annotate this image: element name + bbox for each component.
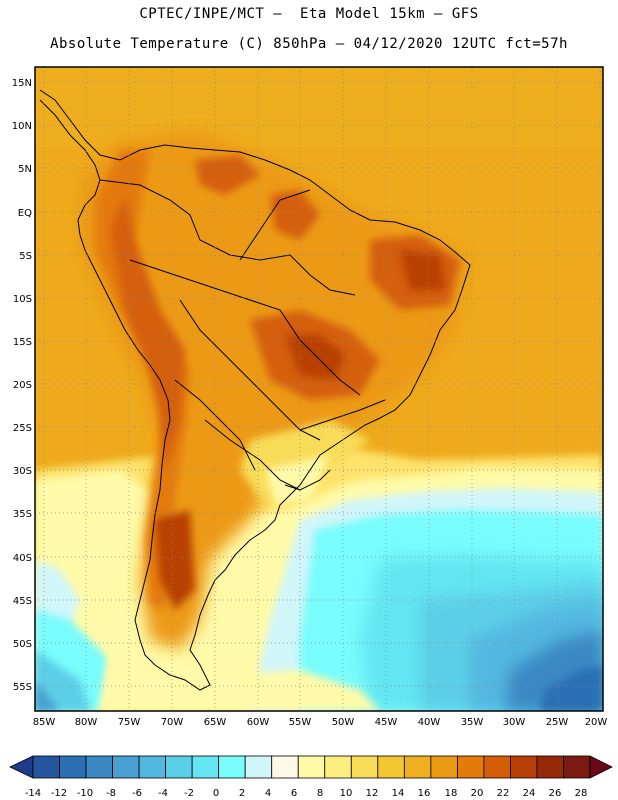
colorbar-label: 6 [291, 788, 297, 799]
lat-label: 10S [13, 294, 32, 305]
latitude-labels: 15N 10N 5N EQ 5S 10S 15S 20S 25S 30S 35S… [12, 78, 32, 693]
lat-label: 5S [19, 251, 32, 262]
colorbar-labels: -14 -12 -10 -8 -6 -4 -2 0 2 4 6 8 10 12 … [25, 788, 588, 799]
map-title-line1: CPTEC/INPE/MCT – Eta Model 15km – GFS [139, 6, 479, 22]
colorbar-cell [563, 755, 591, 779]
colorbar-cell [85, 755, 113, 779]
lat-label: 40S [13, 553, 32, 564]
colorbar-cell [324, 755, 352, 779]
lon-label: 60W [247, 717, 270, 728]
colorbar-cell [456, 755, 485, 779]
lat-label: 5N [18, 164, 32, 175]
lon-label: 30W [503, 717, 526, 728]
map-frame [34, 66, 604, 712]
colorbar-cell [536, 755, 564, 779]
colorbar-label: -8 [106, 788, 116, 799]
colorbar-cell [165, 755, 193, 779]
lat-label: 35S [13, 509, 32, 520]
colorbar-cell [244, 755, 273, 779]
colorbar-label: 4 [265, 788, 271, 799]
colorbar-arrow-low [9, 755, 34, 779]
colorbar-label: 16 [418, 788, 431, 799]
lon-label: 50W [332, 717, 355, 728]
colorbar-cell [32, 755, 60, 779]
lon-label: 70W [161, 717, 184, 728]
colorbar-cell [191, 755, 220, 779]
lon-label: 80W [75, 717, 98, 728]
colorbar-cell [483, 755, 511, 779]
colorbar-cell [218, 755, 246, 779]
lat-label: 45S [13, 596, 32, 607]
colorbar-label: 0 [213, 788, 219, 799]
lon-label: 35W [461, 717, 484, 728]
lat-label: 55S [13, 682, 32, 693]
colorbar-label: -14 [25, 788, 41, 799]
lat-label: EQ [18, 208, 32, 219]
lat-label: 15S [13, 337, 32, 348]
colorbar-cell [271, 755, 299, 779]
colorbar-label: -12 [51, 788, 67, 799]
colorbar-label: -6 [132, 788, 142, 799]
colorbar-label: 2 [239, 788, 245, 799]
lat-label: 30S [13, 466, 32, 477]
lon-label: 25W [546, 717, 569, 728]
colorbar-label: 8 [317, 788, 323, 799]
colorbar-cell [430, 755, 458, 779]
temperature-field [35, 67, 603, 711]
colorbar-label: -4 [158, 788, 168, 799]
lat-label: 10N [12, 121, 32, 132]
lat-label: 20S [13, 380, 32, 391]
colorbar-arrow-high [589, 755, 613, 779]
graticule [35, 67, 603, 711]
lon-label: 65W [204, 717, 227, 728]
lon-label: 55W [289, 717, 312, 728]
lon-label: 20W [585, 717, 608, 728]
longitude-labels: 85W 80W 75W 70W 65W 60W 55W 50W 45W 40W … [33, 717, 608, 728]
lat-label: 50S [13, 639, 32, 650]
colorbar-cell [510, 755, 538, 779]
map-title-line2: Absolute Temperature (C) 850hPa – 04/12/… [50, 36, 568, 52]
lon-label: 85W [33, 717, 56, 728]
lon-label: 75W [118, 717, 141, 728]
colorbar-cell [377, 755, 405, 779]
colorbar-cell [297, 755, 326, 779]
colorbar-cell [403, 755, 432, 779]
colorbar-label: 24 [523, 788, 536, 799]
colorbar-label: 18 [445, 788, 458, 799]
colorbar-label: 22 [497, 788, 510, 799]
lat-label: 25S [13, 423, 32, 434]
colorbar-cell [112, 755, 140, 779]
colorbar-label: -2 [184, 788, 194, 799]
colorbar-label: 10 [340, 788, 353, 799]
colorbar-label: 20 [471, 788, 484, 799]
colorbar-cell [138, 755, 167, 779]
lat-label: 15N [12, 78, 32, 89]
lon-label: 45W [375, 717, 398, 728]
colorbar-cell [350, 755, 379, 779]
coastlines [39, 89, 471, 691]
lon-label: 40W [418, 717, 441, 728]
colorbar-cell [59, 755, 87, 779]
colorbar-label: 28 [575, 788, 588, 799]
colorbar-label: 26 [549, 788, 562, 799]
colorbar-label: 14 [392, 788, 405, 799]
colorbar-label: 12 [366, 788, 379, 799]
colorbar [9, 755, 613, 779]
colorbar-label: -10 [77, 788, 93, 799]
